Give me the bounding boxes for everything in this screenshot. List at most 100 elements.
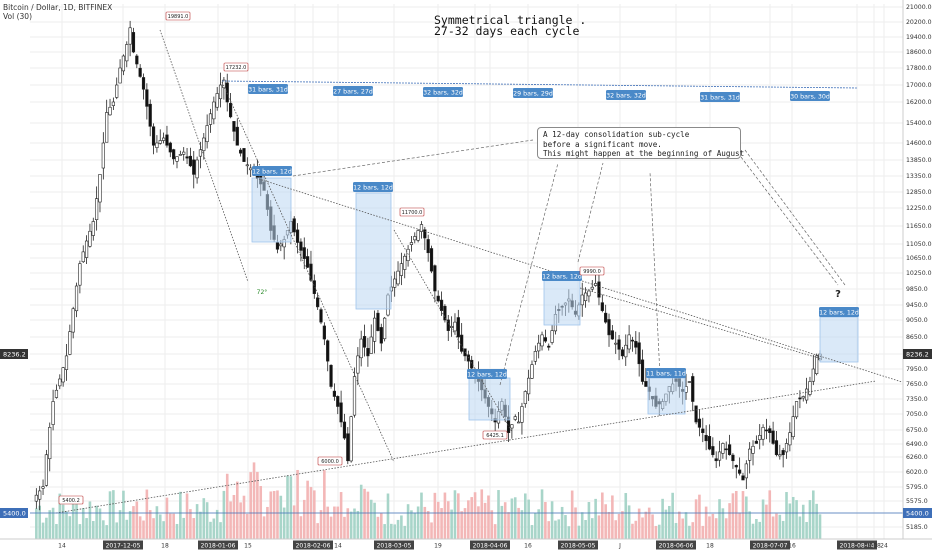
volume-bar: [71, 497, 75, 539]
candle-body: [81, 251, 85, 263]
price-tick-6: 16200.0: [906, 99, 932, 106]
box-label-4: 12 bars, 12d: [542, 274, 582, 281]
volume-bar: [510, 498, 514, 539]
candle-body: [212, 101, 216, 120]
price-tick-10: 13350.0: [906, 173, 932, 180]
candle-body: [590, 286, 594, 290]
date-axis-bg: [0, 539, 932, 550]
candle-body: [329, 364, 333, 387]
price-tick-13: 11650.0: [906, 223, 932, 230]
volume-bar: [674, 523, 678, 539]
price-callout-bg-6: [317, 456, 343, 466]
volume-bar: [423, 506, 427, 539]
volume-bar: [818, 514, 822, 539]
consolidation-box-5: [647, 377, 686, 415]
box-label-bg-5: [646, 368, 686, 378]
candle-body: [165, 134, 169, 146]
candle-body: [446, 319, 450, 331]
price-tick-27: 6490.0: [906, 441, 928, 448]
annotation-note[interactable]: A 12-day consolidation sub-cycle before …: [537, 127, 744, 159]
candle-body: [439, 299, 444, 311]
volume-bar: [604, 504, 607, 539]
volume-bar: [768, 490, 772, 539]
volume-bar: [333, 506, 336, 539]
candle-body: [510, 424, 514, 429]
price-callout-1: 19891.0: [168, 14, 189, 20]
price-callout-bg-1: [165, 11, 191, 21]
box-label-bg-1: [252, 166, 292, 176]
volume-bar: [637, 508, 641, 539]
volume-bar: [363, 488, 366, 539]
candle-body: [734, 465, 738, 468]
candle-body: [694, 405, 698, 423]
volume-bar: [379, 513, 383, 539]
volume-bar: [557, 519, 561, 539]
volume-bar: [403, 525, 407, 539]
box-label-bg-3: [467, 369, 507, 379]
plot-area: [30, 4, 903, 539]
box-label-1: 12 bars, 12d: [252, 169, 292, 176]
projection-arrow-5: [744, 149, 846, 286]
candle-body: [717, 451, 722, 461]
volume-header: Vol (30): [3, 12, 33, 21]
candle-body: [731, 454, 735, 462]
price-tick-2: 19400.0: [906, 34, 932, 41]
volume-bar: [795, 500, 798, 539]
volume-bar: [788, 503, 792, 539]
candle-body: [41, 486, 45, 489]
volume-bar: [627, 505, 631, 539]
price-tick-15: 10650.0: [906, 255, 932, 262]
candle-body: [235, 126, 239, 146]
volume-bar: [671, 492, 674, 539]
candle-body: [406, 248, 410, 262]
volume-bar: [276, 490, 279, 539]
volume-bar: [540, 489, 544, 539]
date-tag-bg-3: [198, 540, 238, 550]
volume-bar: [574, 507, 577, 539]
candle-body: [423, 229, 427, 239]
volume-bar: [440, 508, 443, 539]
volume-bar: [523, 493, 527, 539]
volume-bar: [698, 494, 701, 539]
candle-body: [306, 256, 310, 268]
volume-bar: [503, 502, 507, 539]
volume-bar: [688, 525, 691, 539]
cycle-label-1: 31 bars, 31d: [248, 87, 288, 94]
candle-body: [71, 308, 75, 333]
volume-bar: [346, 508, 350, 539]
candle-body: [215, 93, 219, 108]
candle-body: [691, 376, 695, 402]
price-tick-23: 7650.0: [906, 381, 928, 388]
volume-bar: [135, 501, 139, 539]
volume-bar: [319, 510, 323, 539]
candle-body: [98, 174, 102, 203]
candle-body: [771, 430, 775, 444]
volume-bar: [68, 516, 72, 539]
volume-bar: [410, 510, 413, 539]
candle-body: [68, 331, 72, 355]
candle-body: [580, 294, 584, 306]
candle-body: [131, 32, 136, 53]
volume-bar: [125, 519, 129, 539]
volume-bar: [678, 511, 681, 539]
volume-bar: [436, 501, 440, 539]
candle-body: [533, 351, 537, 362]
candle-body: [162, 137, 166, 141]
volume-bar: [587, 502, 591, 539]
price-tick-26: 6750.0: [906, 427, 928, 434]
volume-bar: [383, 524, 386, 539]
consolidation-box-2: [355, 192, 392, 310]
cycle-label-2: 27 bars, 27d: [333, 89, 373, 96]
note-line1: A 12-day consolidation sub-cycle: [543, 130, 690, 139]
candle-body: [761, 427, 765, 440]
volume-bar: [731, 493, 735, 539]
volume-bar: [215, 509, 219, 539]
candle-body: [208, 113, 213, 125]
date-tick-15: 2018-06-06: [659, 543, 694, 550]
chart-title-line1: Symmetrical triangle .: [434, 13, 587, 27]
volume-bar: [443, 492, 447, 539]
candle-body: [721, 443, 725, 454]
volume-bar: [249, 472, 252, 539]
volume-bar: [85, 518, 88, 539]
